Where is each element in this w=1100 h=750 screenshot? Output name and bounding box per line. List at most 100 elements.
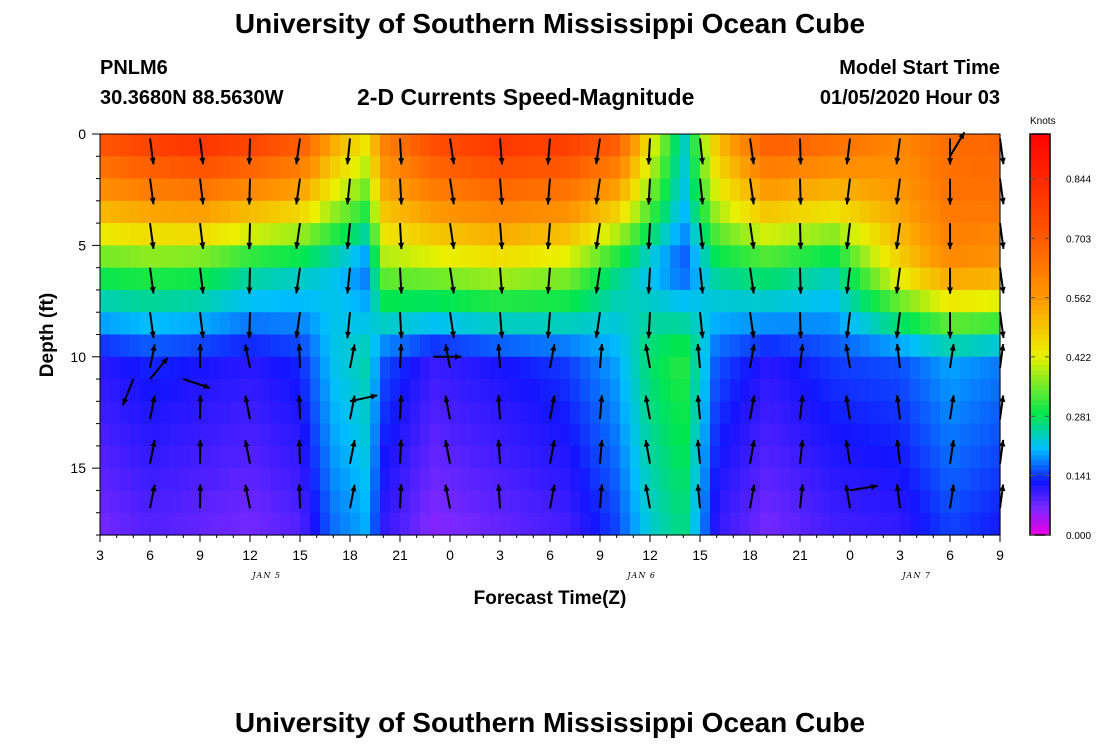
heatmap-cell [950,490,961,514]
current-arrow [294,312,301,339]
heatmap-cell [830,312,841,336]
heatmap-cell [530,423,541,447]
heatmap-cell [270,445,281,469]
heatmap-cell [970,312,981,336]
heatmap-cell [750,156,761,180]
heatmap-cell [280,223,291,246]
heatmap-cell [290,223,301,246]
heatmap-cell [110,267,121,291]
heatmap-cell [230,267,241,291]
heatmap-cell [500,512,511,536]
heatmap-cell [820,468,831,492]
colorbar-step [1030,509,1050,516]
current-arrow [894,343,901,369]
heatmap-cell [320,445,331,469]
heatmap-cell [850,245,861,269]
heatmap-cell [410,468,421,492]
heatmap-cell [210,423,221,447]
current-arrow [149,138,156,165]
heatmap-cell [620,512,631,536]
heatmap-cell [900,200,911,224]
heatmap-cell [990,200,1001,224]
heatmap-cell [800,401,811,425]
heatmap-cell [660,334,671,358]
heatmap-cell [760,445,771,469]
heatmap-cell [110,178,121,202]
heatmap-cell [540,312,551,336]
heatmap-cell [200,490,211,514]
heatmap-cell [420,334,431,358]
heatmap-cell [860,223,871,246]
heatmap-cell [710,134,721,157]
current-arrow [598,343,605,368]
heatmap-cell [510,223,521,246]
heatmap-cell [610,512,621,536]
colorbar-step [1030,144,1050,150]
heatmap-cell [250,245,261,269]
heatmap-cell [580,423,591,447]
heatmap-cell [730,156,741,180]
heatmap-cell [720,468,731,492]
heatmap-cell [640,512,651,536]
heatmap-cell [580,490,591,514]
colorbar-step [1030,269,1050,275]
current-arrow [949,484,956,509]
heatmap-cell [860,468,871,492]
heatmap-cell [260,156,271,180]
heatmap-cell [420,200,431,224]
heatmap-cell [120,490,131,514]
heatmap-cell [670,512,681,536]
heatmap-cell [420,356,431,380]
heatmap-cell [310,223,321,246]
heatmap-cell [210,178,221,202]
heatmap-cell [580,134,591,157]
heatmap-cell [620,289,631,313]
heatmap-cell [950,134,961,157]
heatmap-cell [630,223,641,246]
heatmap-cell [530,178,541,202]
heatmap-cell [210,356,221,380]
heatmap-cell [790,445,801,469]
heatmap-cell [330,445,341,469]
heatmap-cell [920,156,931,180]
heatmap-cell [240,289,251,313]
day-label: JAN 5 [250,571,281,580]
heatmap-cell [460,267,471,291]
heatmap-cell [530,379,541,402]
heatmap-cell [800,356,811,380]
heatmap-cell [590,379,601,402]
heatmap-cell [440,245,451,269]
heatmap-cell [340,490,351,514]
heatmap-cell [790,379,801,402]
colorbar-step [1030,184,1050,190]
heatmap-cell [930,245,941,269]
heatmap-cell [880,468,891,492]
heatmap-cell [420,134,431,157]
heatmap-cell [440,356,451,380]
heatmap-cell [990,223,1001,246]
heatmap-cell [740,223,751,246]
heatmap-cell [870,134,881,157]
heatmap-cell [650,445,661,469]
heatmap-cell [730,423,741,447]
current-arrow [598,439,605,464]
heatmap-cell [990,178,1001,202]
heatmap-cell [300,401,311,425]
heatmap-cell [620,379,631,402]
heatmap-cell [940,200,951,224]
heatmap-cell [740,334,751,358]
heatmap-cell [980,245,991,269]
heatmap-cell [240,512,251,536]
heatmap-cell [920,356,931,380]
heatmap-cell [960,312,971,336]
heatmap-cell [390,445,401,469]
heatmap-cell [450,445,461,469]
current-arrow [698,138,706,165]
heatmap-cell [490,356,501,380]
heatmap-cell [520,134,531,157]
heatmap-cell [940,312,951,336]
heatmap-cell [310,490,321,514]
heatmap-cell [320,468,331,492]
heatmap-cell [180,379,191,402]
heatmap-cell [770,178,781,202]
